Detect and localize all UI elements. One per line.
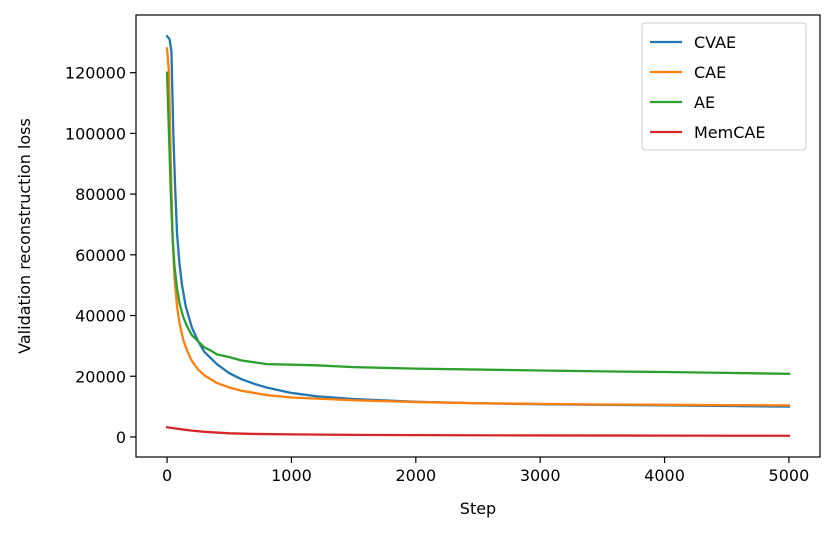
x-tick-label: 3000 (520, 466, 561, 485)
y-tick-label: 80000 (75, 185, 126, 204)
legend-frame (641, 22, 807, 151)
y-tick-label: 20000 (75, 367, 126, 386)
x-tick-label: 2000 (395, 466, 436, 485)
y-tick-label: 120000 (65, 64, 126, 83)
x-tick-label: 5000 (769, 466, 810, 485)
y-tick-label: 0 (116, 428, 126, 447)
legend-label-cae: CAE (694, 63, 726, 82)
x-axis-label: Step (460, 499, 496, 518)
legend-label-cvae: CVAE (694, 33, 736, 52)
series-line-memcae (165, 425, 791, 437)
legend-label-ae: AE (694, 93, 715, 112)
legend: CVAE CAE AE MemCAE (641, 22, 807, 151)
legend-label-memcae: MemCAE (694, 123, 765, 142)
x-tick-label: 0 (162, 466, 172, 485)
y-tick-label: 60000 (75, 246, 126, 265)
y-axis: 0 20000 40000 60000 80000 100000 120000 (65, 64, 136, 447)
x-tick-label: 1000 (271, 466, 312, 485)
series-line-cae (165, 47, 791, 407)
series-lines (165, 34, 791, 437)
plot-frame (135, 14, 821, 458)
y-tick-label: 40000 (75, 307, 126, 326)
x-tick-label: 4000 (644, 466, 685, 485)
x-axis: 0 1000 2000 3000 4000 5000 (162, 457, 809, 485)
y-axis-label: Validation reconstruction loss (15, 118, 34, 354)
series-line-ae (165, 71, 791, 375)
y-tick-label: 100000 (65, 124, 126, 143)
